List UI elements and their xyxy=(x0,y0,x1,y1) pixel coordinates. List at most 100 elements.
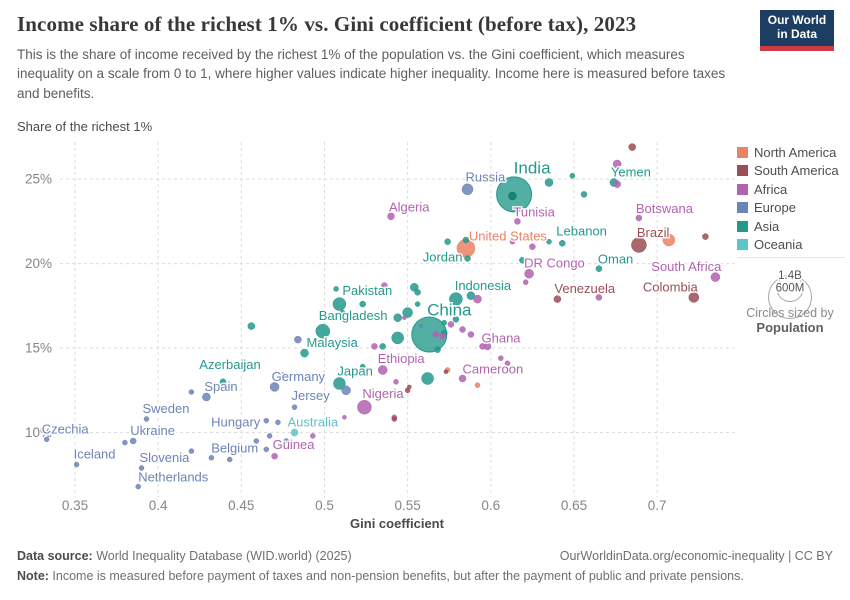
legend-item-north-america[interactable]: North America xyxy=(737,143,839,161)
legend-item-africa[interactable]: Africa xyxy=(737,180,839,198)
data-point[interactable] xyxy=(459,326,466,333)
country-label[interactable]: DR Congo xyxy=(523,254,587,272)
country-label[interactable]: Pakistan xyxy=(341,282,394,300)
data-point[interactable] xyxy=(326,419,333,426)
country-label[interactable]: Azerbaijan xyxy=(198,355,262,373)
data-point-azerbaijan[interactable] xyxy=(219,378,227,386)
country-label[interactable]: Cameroon xyxy=(461,360,525,378)
country-label[interactable]: Oman xyxy=(596,250,634,268)
owid-logo[interactable]: Our World in Data xyxy=(760,10,834,51)
data-point-ethiopia[interactable] xyxy=(377,365,388,375)
data-point-oman[interactable] xyxy=(595,265,603,272)
data-point-indonesia[interactable] xyxy=(449,292,463,306)
country-label[interactable]: Hungary xyxy=(210,413,263,431)
country-label[interactable]: Venezuela xyxy=(553,280,617,298)
country-label[interactable]: Ghana xyxy=(480,329,523,347)
country-label[interactable]: United States xyxy=(467,227,549,245)
data-point-iceland[interactable] xyxy=(73,461,80,468)
data-point[interactable] xyxy=(522,279,529,285)
data-point[interactable] xyxy=(188,448,195,454)
country-label[interactable]: Germany xyxy=(270,367,327,385)
country-label[interactable]: Ukraine xyxy=(129,422,177,440)
data-point[interactable] xyxy=(479,343,486,350)
country-label[interactable]: Slovenia xyxy=(138,449,192,467)
data-point-malaysia[interactable] xyxy=(300,348,309,358)
data-point-netherlands[interactable] xyxy=(135,483,141,490)
data-point[interactable] xyxy=(414,301,421,307)
country-label[interactable]: Indonesia xyxy=(453,277,513,295)
data-point[interactable] xyxy=(208,455,215,461)
country-label[interactable]: Belgium xyxy=(210,439,260,457)
legend-item-south-america[interactable]: South America xyxy=(737,162,839,180)
data-point-slovenia[interactable] xyxy=(138,465,145,471)
data-point-south-africa[interactable] xyxy=(710,272,721,282)
country-label[interactable]: Jersey xyxy=(290,387,332,405)
data-point[interactable] xyxy=(504,360,511,367)
data-point[interactable] xyxy=(443,369,449,374)
country-label[interactable]: Tunisia xyxy=(512,203,557,221)
legend-item-europe[interactable]: Europe xyxy=(737,199,839,217)
legend-item-asia[interactable]: Asia xyxy=(737,217,839,235)
data-point[interactable] xyxy=(509,238,516,245)
data-point[interactable] xyxy=(544,178,554,187)
data-point[interactable] xyxy=(628,143,636,151)
country-label[interactable]: Guinea xyxy=(271,436,317,454)
data-point[interactable] xyxy=(410,283,419,292)
data-point[interactable] xyxy=(122,439,128,446)
data-point[interactable] xyxy=(508,191,517,201)
data-point[interactable] xyxy=(393,379,399,385)
data-point[interactable] xyxy=(613,180,621,188)
data-point[interactable] xyxy=(402,315,407,320)
data-point[interactable] xyxy=(333,286,339,292)
country-label[interactable]: Netherlands xyxy=(137,468,211,486)
data-point[interactable] xyxy=(371,343,378,350)
country-label[interactable]: Jordan xyxy=(421,248,464,266)
data-point-japan[interactable] xyxy=(333,377,346,390)
data-point[interactable] xyxy=(580,191,588,198)
data-point-jersey[interactable] xyxy=(291,404,298,410)
data-point[interactable] xyxy=(702,233,709,240)
data-point[interactable] xyxy=(402,307,413,318)
data-point[interactable] xyxy=(393,313,402,322)
data-point[interactable] xyxy=(447,321,455,328)
data-point-guinea[interactable] xyxy=(271,452,278,460)
data-point[interactable] xyxy=(569,173,576,179)
data-point[interactable] xyxy=(310,433,316,439)
data-point[interactable] xyxy=(444,238,451,245)
country-label[interactable]: Lebanon xyxy=(555,222,609,240)
data-point-hungary[interactable] xyxy=(263,417,270,424)
country-label[interactable]: South Africa xyxy=(650,258,724,276)
country-label[interactable]: Australia xyxy=(286,413,340,431)
data-point[interactable] xyxy=(434,346,441,353)
data-point[interactable] xyxy=(391,331,404,345)
country-label[interactable]: Colombia xyxy=(641,278,700,296)
country-label[interactable]: Botswana xyxy=(634,200,695,218)
data-point[interactable] xyxy=(341,385,351,396)
data-point-colombia[interactable] xyxy=(688,292,700,303)
data-point-sweden[interactable] xyxy=(143,416,150,422)
data-point-russia[interactable] xyxy=(461,183,474,196)
country-label[interactable]: Yemen xyxy=(609,163,652,181)
data-point-ukraine[interactable] xyxy=(129,437,137,445)
data-point-algeria[interactable] xyxy=(387,212,395,221)
country-label[interactable]: Spain xyxy=(203,378,239,396)
data-point[interactable] xyxy=(452,316,460,323)
data-point[interactable] xyxy=(379,343,386,350)
data-point[interactable] xyxy=(266,433,273,439)
data-point[interactable] xyxy=(359,363,366,370)
data-point[interactable] xyxy=(418,323,424,329)
data-point[interactable] xyxy=(421,372,434,385)
data-point[interactable] xyxy=(340,309,346,316)
data-point[interactable] xyxy=(529,243,536,250)
data-point-pakistan[interactable] xyxy=(332,297,347,311)
data-point-dr-congo[interactable] xyxy=(524,268,534,279)
country-label[interactable]: Malaysia xyxy=(305,334,360,352)
data-point[interactable] xyxy=(391,416,398,422)
country-label[interactable]: Algeria xyxy=(388,198,432,216)
data-point-bangladesh[interactable] xyxy=(315,323,331,339)
data-point[interactable] xyxy=(473,294,482,304)
country-label[interactable]: Russia xyxy=(464,168,508,186)
country-label[interactable]: Czechia xyxy=(40,420,91,438)
country-label[interactable]: China xyxy=(426,299,474,321)
data-point-tunisia[interactable] xyxy=(514,218,521,225)
